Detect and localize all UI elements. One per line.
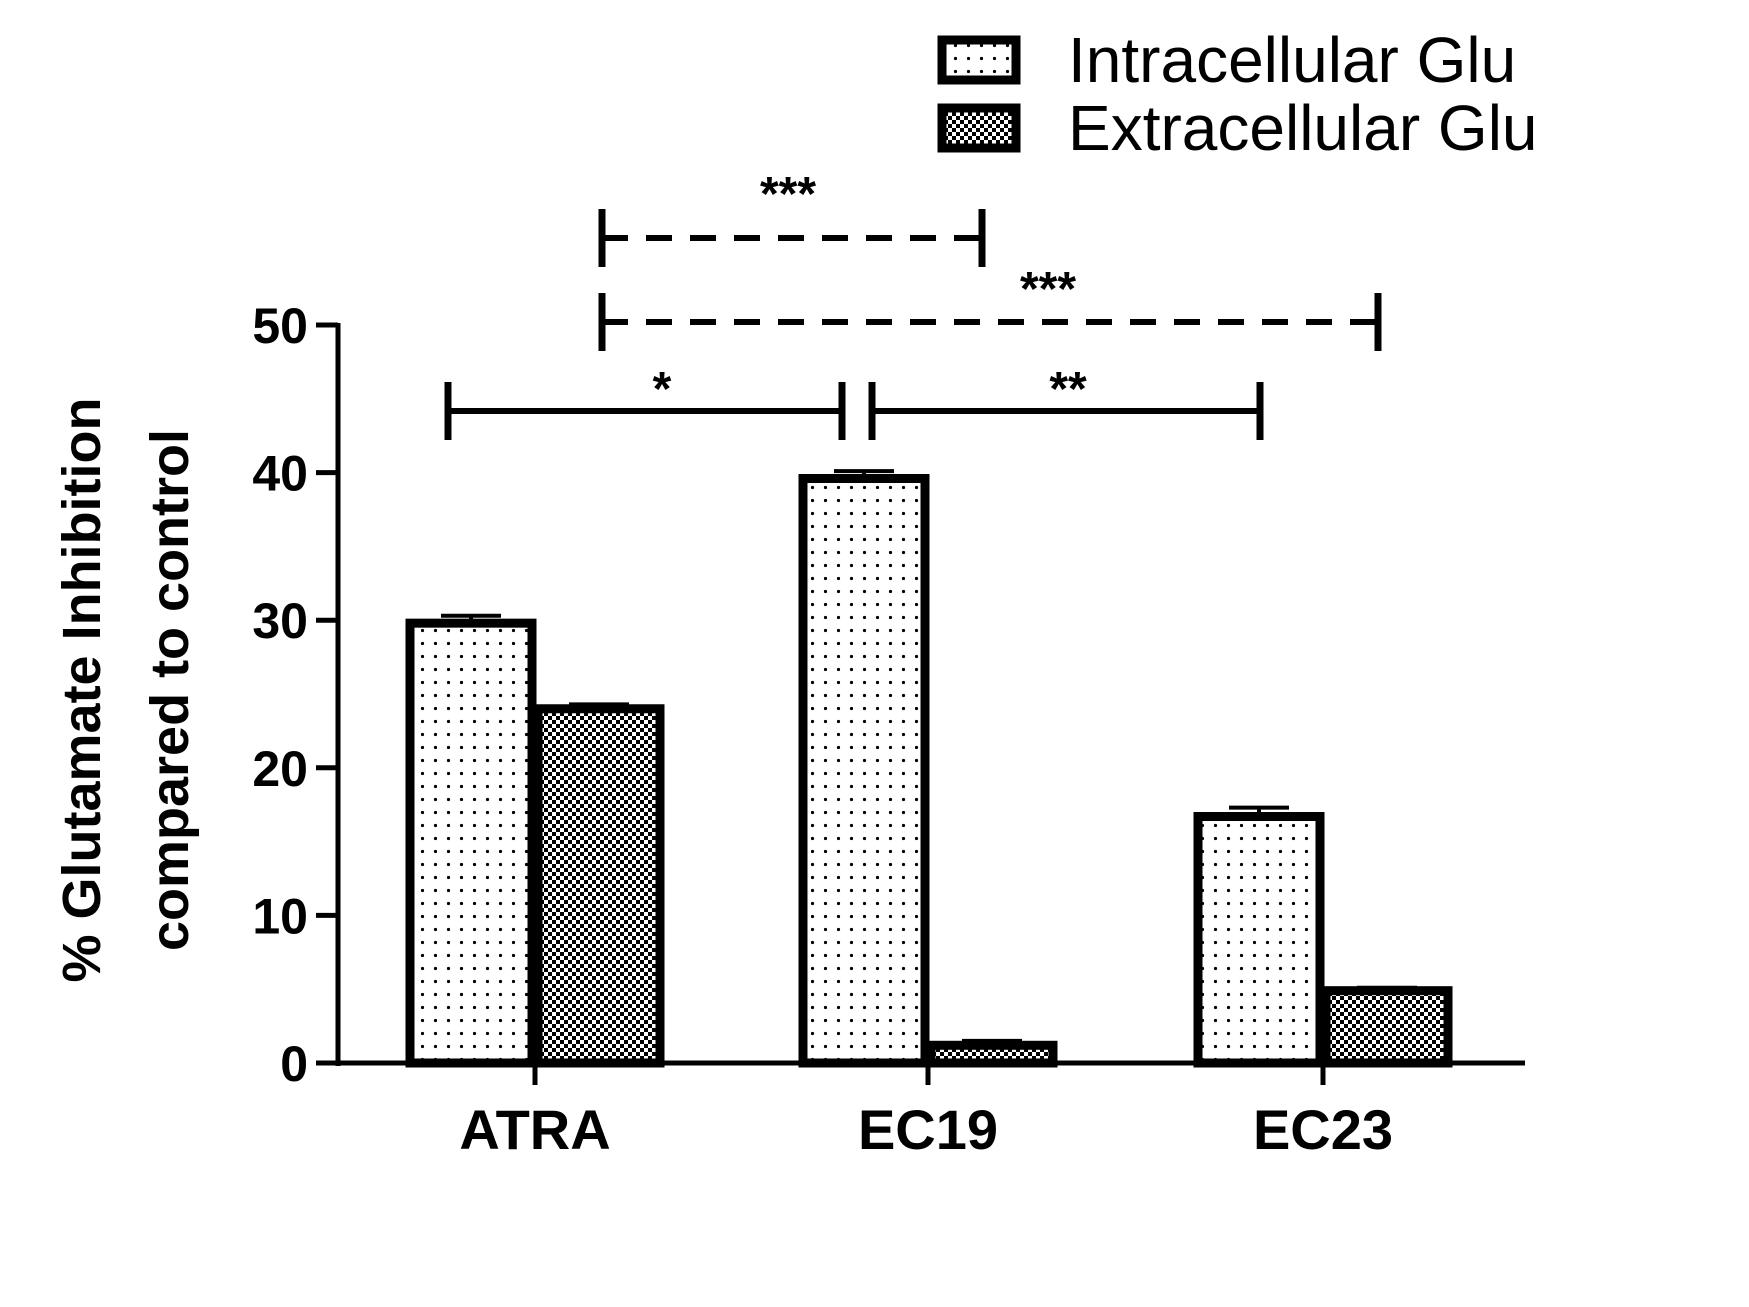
legend-swatch xyxy=(937,35,1021,85)
y-tick-label: 30 xyxy=(252,593,308,649)
y-tick-label: 10 xyxy=(252,888,308,944)
bar-intracellular-glu-ec23 xyxy=(1193,812,1325,1068)
x-tick-label: EC23 xyxy=(1253,1098,1393,1161)
y-tick-label: 20 xyxy=(252,741,308,797)
significance-label: ** xyxy=(1049,363,1087,416)
significance-label: *** xyxy=(760,168,816,221)
significance-brackets: ******* ** xyxy=(444,168,1382,440)
y-tick-label: 40 xyxy=(252,446,308,502)
bars xyxy=(405,469,1453,1068)
bar-intracellular-glu-atra xyxy=(405,618,537,1068)
bar-extracellular-glu-atra xyxy=(533,704,665,1068)
axes: 0 10 20 30 40 50 ATRA EC19 EC23 xyxy=(252,298,1525,1161)
x-tick-label: EC19 xyxy=(858,1098,998,1161)
bar-extracellular-glu-ec23 xyxy=(1321,986,1453,1068)
significance-label: * xyxy=(653,363,672,416)
legend-label: Intracellular Glu xyxy=(1068,24,1516,96)
y-axis-title-line2: compared to control xyxy=(140,429,200,951)
legend-swatch xyxy=(937,103,1021,153)
y-tick-label: 50 xyxy=(252,298,308,354)
x-tick-label: ATRA xyxy=(459,1098,610,1161)
bar-intracellular-glu-ec19 xyxy=(798,474,930,1068)
legend-label: Extracellular Glu xyxy=(1068,92,1538,164)
y-axis-title-line1: % Glutamate Inhibition xyxy=(52,397,112,982)
y-tick-label: 0 xyxy=(280,1036,308,1092)
bar-extracellular-glu-ec19 xyxy=(926,1040,1058,1068)
significance-label: *** xyxy=(1020,263,1076,316)
